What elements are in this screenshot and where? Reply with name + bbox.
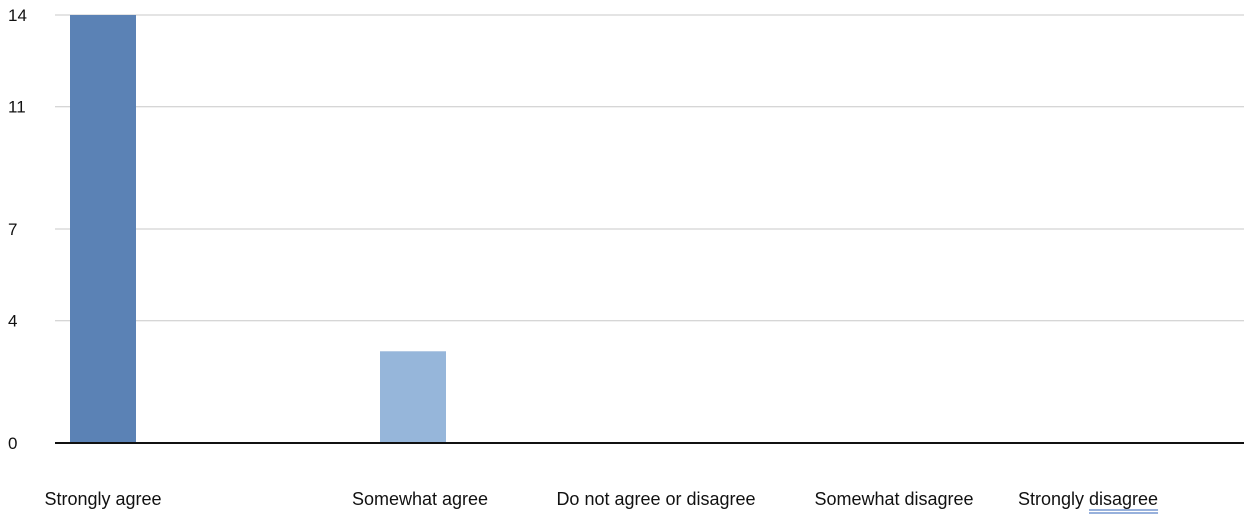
y-tick-label: 7 [8,220,17,239]
y-tick-label: 4 [8,312,17,331]
category-label: Somewhat agree [352,489,488,509]
category-label: Somewhat disagree [814,489,973,509]
category-label: Strongly agree [44,489,161,509]
y-tick-label: 0 [8,434,17,453]
category-labels: Strongly agree Somewhat agree Do not agree… [44,489,1158,509]
y-axis-ticks: 0 4 7 11 14 [8,6,27,453]
category-label: Strongly disagree [1018,489,1158,509]
y-tick-label: 14 [8,6,27,25]
spellcheck-underline [1089,509,1159,514]
category-label: Do not agree or disagree [556,489,755,509]
bar [70,15,136,443]
y-tick-label: 11 [8,98,26,117]
gridlines [55,14,1244,322]
bar [380,351,446,443]
bars [70,15,446,443]
